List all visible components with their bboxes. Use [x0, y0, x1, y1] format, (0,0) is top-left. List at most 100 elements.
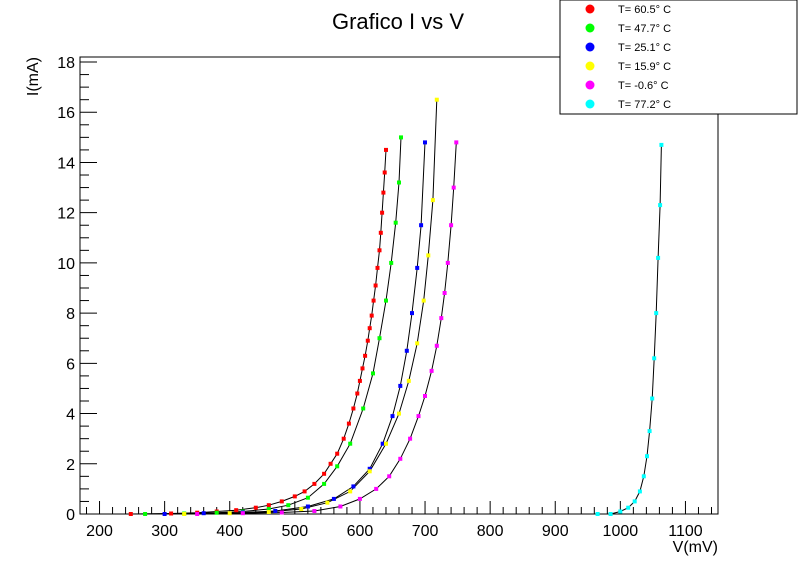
data-point: [325, 500, 330, 505]
legend-marker: [585, 61, 595, 71]
data-point: [390, 414, 395, 419]
x-tick-label: 500: [281, 523, 308, 540]
data-point: [292, 494, 297, 499]
legend-label: T= 77.2° C: [618, 99, 671, 111]
data-point: [656, 255, 661, 260]
plot-frame: [79, 56, 719, 515]
data-point: [442, 291, 447, 295]
data-point: [445, 260, 450, 265]
data-point: [434, 97, 439, 102]
data-point: [143, 512, 148, 516]
y-tick-label: 14: [57, 155, 75, 172]
data-point: [169, 511, 174, 516]
x-tick-label: 600: [347, 523, 374, 540]
x-axis-label: V(mV): [673, 539, 718, 556]
x-tick-label: 1100: [668, 523, 703, 540]
data-point: [322, 481, 327, 486]
data-point: [266, 510, 271, 514]
y-tick-label: 0: [66, 507, 75, 524]
data-point: [273, 509, 278, 513]
legend-marker: [585, 4, 595, 14]
data-point: [253, 505, 258, 510]
data-point: [434, 343, 439, 348]
data-point: [650, 396, 655, 401]
data-point: [654, 311, 659, 316]
y-tick-label: 6: [66, 356, 75, 373]
data-point: [279, 499, 284, 504]
data-point: [652, 356, 657, 361]
data-point: [286, 503, 291, 508]
data-point: [357, 378, 362, 383]
data-point: [128, 512, 133, 516]
data-point: [348, 441, 353, 446]
data-point: [360, 366, 365, 371]
data-point: [595, 512, 600, 516]
legend-label: T= 47.7° C: [618, 23, 671, 35]
legend-label: T= 25.1° C: [618, 42, 671, 54]
data-point: [618, 509, 623, 514]
data-point: [302, 489, 307, 494]
data-point: [632, 499, 637, 504]
data-point: [305, 504, 310, 509]
data-point: [279, 510, 284, 515]
data-point: [335, 451, 340, 456]
data-point: [384, 147, 388, 152]
data-point: [214, 510, 219, 515]
data-point: [371, 371, 375, 376]
data-point: [381, 190, 386, 195]
data-point: [380, 441, 385, 446]
data-point: [378, 230, 383, 235]
data-point: [430, 198, 435, 203]
data-point: [363, 353, 368, 358]
data-point: [423, 394, 427, 398]
legend-label: T= -0.6° C: [618, 80, 669, 92]
x-tick-label: 1000: [603, 523, 639, 540]
data-point: [415, 341, 420, 346]
data-point: [415, 265, 420, 270]
data-point: [234, 508, 239, 513]
data-point: [162, 512, 167, 516]
y-axis-label: I(mA): [25, 57, 42, 96]
data-point: [240, 511, 245, 516]
data-point: [380, 210, 385, 215]
data-point: [421, 298, 426, 303]
data-point: [335, 464, 340, 469]
fit-curve: [197, 142, 457, 515]
data-point: [449, 223, 454, 228]
y-tick-label: 12: [57, 206, 75, 223]
data-point: [439, 316, 444, 321]
data-points: [128, 97, 664, 516]
data-point: [410, 311, 414, 316]
legend-marker: [585, 23, 595, 33]
data-point: [312, 509, 317, 513]
data-point: [367, 469, 372, 474]
data-point: [338, 504, 343, 509]
legend-label: T= 60.5° C: [618, 4, 671, 16]
data-point: [374, 486, 379, 491]
y-tick-label: 16: [57, 105, 75, 122]
data-point: [266, 503, 271, 508]
data-point: [397, 411, 401, 416]
data-point: [645, 454, 649, 459]
fit-curves: [130, 99, 662, 515]
legend-label: T= 15.9° C: [618, 61, 671, 73]
y-tick-label: 2: [66, 457, 75, 474]
data-point: [182, 512, 187, 516]
data-point: [312, 481, 317, 486]
data-point: [423, 140, 427, 145]
x-tick-label: 300: [151, 523, 178, 540]
x-tick-label: 200: [86, 523, 113, 540]
data-point: [659, 142, 664, 147]
data-point: [454, 140, 459, 145]
data-point: [351, 484, 356, 489]
data-point: [377, 248, 382, 253]
data-point: [398, 383, 403, 388]
y-tick-label: 8: [66, 306, 75, 323]
legend-marker: [585, 99, 595, 109]
data-point: [387, 474, 392, 479]
data-point: [341, 436, 346, 441]
data-point: [637, 489, 642, 494]
fit-curve: [597, 144, 662, 515]
data-point: [305, 495, 310, 500]
